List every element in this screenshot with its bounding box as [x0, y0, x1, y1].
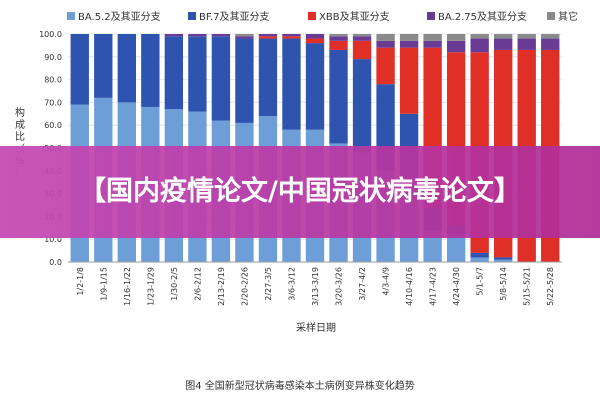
bar-segment — [399, 34, 419, 41]
x-tick-label: 4/10-4/16 — [405, 267, 414, 306]
banner-title: 【国内疫情论文/中国冠状病毒论文】 — [79, 176, 521, 207]
legend-swatch-4 — [547, 12, 555, 20]
legend-swatch-2 — [308, 12, 316, 20]
bar-segment — [376, 34, 395, 41]
bar-segment — [541, 34, 560, 39]
x-tick-labels: 1/2-1/8 1/9-1/15 1/16-1/22 1/23-1/29 1/30-2/… — [76, 267, 555, 306]
x-tick-label: 2/6-2/12 — [193, 267, 202, 301]
bar-segment — [164, 34, 184, 37]
chart-legend: BA.5.2及其亚分支 BF.7及其亚分支 XBB及其亚分支 BA.2.75及其亚分支… — [67, 10, 578, 23]
bar-segment — [446, 34, 466, 41]
bar-segment — [164, 36, 184, 110]
x-tick-label: 1/9-1/15 — [99, 267, 108, 301]
bar-segment — [329, 34, 348, 37]
bar-segment — [494, 34, 513, 39]
bar-segment — [258, 38, 278, 117]
y-tick-label: 80.0 — [44, 76, 62, 85]
x-tick-label: 5/8-5/14 — [499, 267, 508, 301]
legend-label-4: 其它 — [558, 10, 578, 23]
legend-label-1: BF.7及其亚分支 — [199, 11, 270, 23]
bar-segment — [352, 59, 372, 153]
bar-segment — [258, 36, 278, 39]
bar-segment — [446, 40, 466, 53]
bar-segment — [470, 252, 489, 258]
x-tick-label: 3/6-3/12 — [287, 267, 296, 301]
bar-segment — [399, 40, 419, 48]
bar-segment — [235, 38, 254, 123]
bar-segment — [282, 34, 301, 37]
bar-segment — [494, 259, 513, 262]
bar-segment — [188, 36, 207, 112]
bar-segment — [329, 36, 348, 41]
bar-segment — [211, 34, 231, 37]
y-tick-label: 100.0 — [39, 30, 62, 39]
bar-segment — [70, 34, 89, 105]
bar-segment — [494, 38, 513, 50]
bar-segment — [470, 38, 489, 53]
bar-segment — [117, 34, 136, 103]
x-tick-label: 3/13-3/19 — [311, 267, 320, 306]
legend-swatch-1 — [188, 12, 196, 20]
bar-segment — [494, 257, 513, 260]
bar-segment — [446, 234, 466, 262]
bar-segment — [470, 257, 489, 262]
bar-segment — [188, 34, 207, 37]
x-tick-label: 5/22-5/28 — [546, 267, 555, 306]
bar-segment — [399, 47, 419, 114]
x-tick-label: 2/13-2/19 — [217, 267, 226, 306]
bar-segment — [517, 38, 536, 50]
bar-segment — [235, 34, 254, 37]
bar-segment — [423, 230, 442, 262]
legend-label-0: BA.5.2及其亚分支 — [78, 11, 161, 23]
bar-segment — [235, 36, 254, 39]
bar-segment — [352, 34, 372, 37]
bar-segment — [94, 34, 113, 98]
title-banner: 【国内疫情论文/中国冠状病毒论文】 — [0, 146, 600, 238]
x-tick-label: 3/20-3/26 — [335, 267, 344, 306]
legend-label-3: BA.2.75及其亚分支 — [438, 11, 527, 23]
bar-segment — [352, 36, 372, 41]
bar-segment — [423, 34, 442, 41]
bar-segment — [376, 47, 395, 85]
x-tick-label: 1/2-1/8 — [76, 267, 85, 296]
bar-segment — [470, 34, 489, 39]
bar-segment — [517, 34, 536, 39]
bar-segment — [329, 49, 348, 144]
x-tick-label: 1/23-1/29 — [146, 267, 155, 306]
x-tick-label: 5/1-5/7 — [476, 267, 485, 296]
y-tick-label: 60.0 — [44, 121, 62, 130]
figure-caption: 图4 全国新型冠状病毒感染本土病例变异株变化趋势 — [185, 381, 415, 392]
bar-segment — [305, 43, 325, 130]
x-tick-label: 4/3-4/9 — [382, 267, 391, 296]
legend-swatch-3 — [427, 12, 435, 20]
x-tick-label: 1/30-2/5 — [170, 267, 179, 301]
y-tick-label: 0.0 — [49, 258, 62, 267]
legend-label-2: XBB及其亚分支 — [319, 11, 390, 23]
x-tick-label: 4/17-4/23 — [429, 267, 438, 306]
bar-segment — [141, 34, 160, 107]
x-tick-label: 1/16-1/22 — [123, 267, 132, 306]
y-tick-label: 90.0 — [44, 53, 62, 62]
x-axis-label: 采样日期 — [296, 321, 336, 334]
bar-segment — [376, 40, 395, 48]
bar-segment — [282, 38, 301, 130]
x-tick-label: 3/27-4/2 — [358, 267, 367, 301]
x-tick-label: 2/27-3/5 — [264, 267, 273, 301]
bar-segment — [423, 40, 442, 48]
bar-segment — [305, 38, 325, 44]
y-tick-label: 10.0 — [44, 235, 62, 244]
x-tick-label: 2/20-2/26 — [240, 267, 249, 306]
legend-swatch-0 — [67, 12, 75, 20]
bar-segment — [329, 40, 348, 50]
bar-segment — [211, 36, 231, 121]
bar-segment — [258, 34, 278, 37]
bar-segment — [352, 40, 372, 60]
x-tick-label: 4/24-4/30 — [452, 267, 461, 306]
bar-segment — [305, 34, 325, 39]
bar-segment — [541, 38, 560, 50]
bar-segment — [282, 36, 301, 39]
x-tick-label: 5/15-5/21 — [523, 267, 532, 306]
y-tick-label: 70.0 — [44, 98, 62, 107]
